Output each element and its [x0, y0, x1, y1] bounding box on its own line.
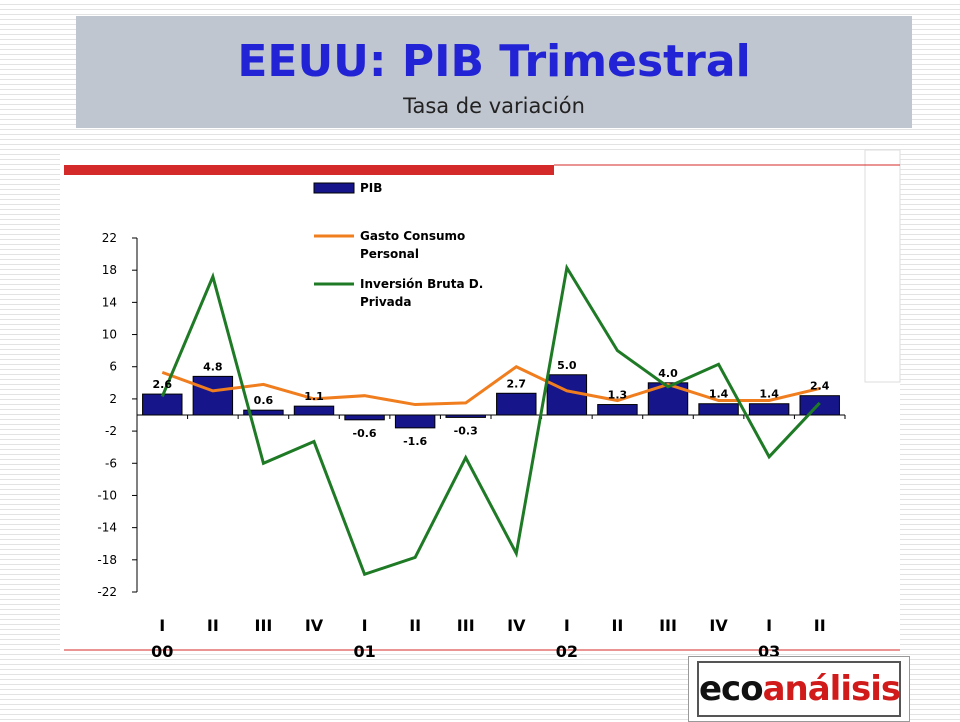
line-series — [160, 263, 821, 577]
x-tick-label: I — [766, 616, 772, 635]
pib-data-label: 4.0 — [658, 367, 678, 380]
logo-wordmark: ecoanálisis — [697, 661, 901, 717]
pib-bar — [344, 414, 385, 421]
x-tick-label: II — [207, 616, 219, 635]
pib-data-label: -0.3 — [454, 424, 478, 437]
y-tick-label: 2 — [109, 392, 117, 406]
x-tick-label: I — [564, 616, 570, 635]
x-tick-label: IV — [709, 616, 728, 635]
pib-bar — [698, 403, 739, 416]
slide-title: EEUU: PIB Trimestral — [237, 36, 751, 87]
logo-part-analisis: análisis — [762, 669, 902, 709]
inversion-line — [160, 263, 821, 577]
pib-bar — [799, 395, 840, 416]
y-tick-label: 18 — [102, 263, 117, 277]
x-year-label: 02 — [556, 642, 578, 661]
pib-data-label: 2.7 — [507, 377, 527, 390]
legend-label: Inversión Bruta D. — [360, 277, 483, 291]
pib-data-label: 1.4 — [759, 388, 779, 401]
legend-swatch-pib — [313, 182, 355, 194]
data-labels: 2.6 4.8 0.6 1.1 -0.6 -1.6 -0.3 2.7 5.0 1.3 4.0 1.4 1… — [153, 359, 830, 448]
pib-data-label: 2.4 — [810, 380, 830, 393]
pib-data-label: -0.6 — [353, 427, 377, 440]
pib-bar — [597, 404, 638, 416]
x-tick-label: IV — [305, 616, 324, 635]
slide-subtitle: Tasa de variación — [403, 94, 585, 118]
pib-bar — [192, 375, 234, 416]
consumo-line — [161, 364, 821, 407]
title-banner: EEUU: PIB Trimestral Tasa de variación — [76, 16, 912, 128]
accent-bar-thick — [64, 165, 554, 175]
x-tick-label: III — [457, 616, 475, 635]
x-tick-label: II — [409, 616, 421, 635]
y-tick-label: 14 — [102, 295, 117, 309]
pib-bar — [142, 393, 183, 416]
y-tick-label: -10 — [97, 488, 117, 502]
x-tick-label: IV — [507, 616, 526, 635]
pib-bar — [496, 392, 537, 416]
pib-bar — [445, 414, 486, 418]
pib-data-label: 0.6 — [254, 394, 274, 407]
x-tick-label: I — [159, 616, 165, 635]
pib-bar — [394, 414, 436, 429]
y-tick-label: -14 — [97, 521, 117, 535]
chart-legend: PIB Gasto Consumo Personal Inversión Bruta … — [313, 181, 483, 309]
pib-data-label: 1.3 — [608, 389, 628, 402]
x-tick-label: III — [254, 616, 272, 635]
pib-data-label: 5.0 — [557, 359, 577, 372]
pib-data-label: 1.1 — [304, 390, 324, 403]
legend-label: Privada — [360, 295, 411, 309]
x-year-label: 01 — [353, 642, 375, 661]
y-tick-label: -18 — [97, 553, 117, 567]
pib-data-label: 4.8 — [203, 360, 223, 373]
pib-bar — [293, 405, 335, 416]
pib-bar — [748, 403, 790, 416]
x-tick-label: II — [611, 616, 623, 635]
x-year-label: 00 — [151, 642, 173, 661]
pib-bar — [243, 409, 284, 416]
legend-label: PIB — [360, 181, 382, 195]
logo-part-eco: eco — [699, 669, 764, 709]
x-tick-label: III — [659, 616, 677, 635]
pib-data-label: 1.4 — [709, 388, 729, 401]
legend-label: Personal — [360, 247, 419, 261]
y-tick-label: 6 — [109, 360, 117, 374]
y-tick-label: -22 — [97, 585, 117, 599]
y-tick-label: -6 — [105, 456, 117, 470]
y-tick-label: 10 — [102, 328, 117, 342]
legend-label: Gasto Consumo — [360, 229, 465, 243]
x-tick-label: I — [362, 616, 368, 635]
x-tick-label: II — [814, 616, 826, 635]
pib-data-label: -1.6 — [403, 435, 427, 448]
ecoanalisis-logo: ecoanálisis — [688, 656, 910, 722]
chart-side-panel — [864, 149, 901, 383]
y-tick-label: 22 — [102, 231, 117, 245]
y-tick-label: -2 — [105, 424, 117, 438]
pib-data-label: 2.6 — [153, 378, 173, 391]
